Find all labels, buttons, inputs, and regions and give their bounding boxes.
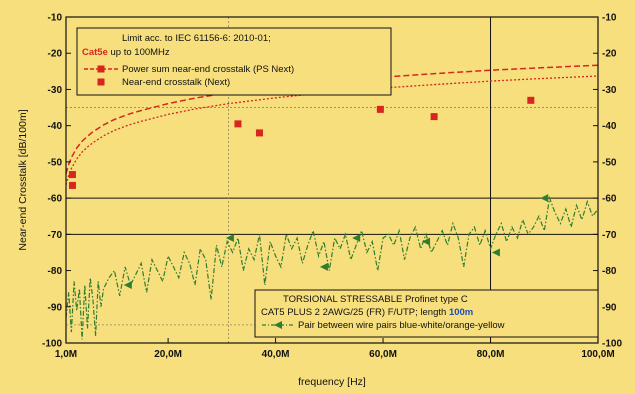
measured-marker-6 (540, 194, 549, 203)
x-tick-label-2: 40,0M (262, 349, 290, 360)
y-tick-label-right-2: -30 (602, 85, 617, 96)
x-tick-label-5: 100,0M (581, 349, 614, 360)
y-tick-label-right-5: -60 (602, 194, 617, 205)
legend-bottom-line2: CAT5 PLUS 2 2AWG/25 (FR) F/UTP; length 1… (261, 307, 473, 318)
y-tick-label-left-4: -50 (48, 157, 63, 168)
measured-marker-3 (352, 233, 361, 242)
legend-top-cat5e: Cat5e (82, 47, 108, 58)
legend-layer: Limit acc. to IEC 61156-6: 2010-01; Cat5e… (76, 27, 599, 338)
x-axis-title: frequency [Hz] (298, 376, 366, 388)
y-tick-label-left-9: -100 (42, 339, 62, 350)
legend-bottom-box (254, 289, 599, 338)
y-tick-label-right-6: -70 (602, 230, 617, 241)
legend-top-line1: Limit acc. to IEC 61156-6: 2010-01; (122, 33, 271, 44)
y-tick-label-left-3: -40 (48, 121, 63, 132)
next-marker-2 (430, 113, 438, 121)
legend-top-line2: Cat5e up to 100MHz (82, 47, 170, 58)
legend-next-label: Near-end crosstalk (Next) (122, 77, 230, 88)
measured-crosstalk-line (65, 195, 599, 340)
measured-marker-1 (225, 233, 234, 242)
y-tick-label-left-1: -20 (48, 49, 63, 60)
measured-marker-0 (123, 281, 132, 290)
x-tick-label-0: 1,0M (55, 349, 77, 360)
measured-marker-5 (491, 248, 500, 257)
y-tick-label-right-1: -20 (602, 49, 617, 60)
psnext-limit-line (65, 64, 599, 175)
y-tick-label-left-8: -90 (48, 302, 63, 313)
psnext-marker-3 (527, 96, 535, 104)
legend-measured-label: Pair between wire pairs blue-white/orang… (298, 320, 505, 331)
y-tick-label-left-7: -80 (48, 266, 63, 277)
tick-layer: -10 -10 -20 -20 -30 -30 -40 -40 -50 -50 -60 -60 -70 -… (42, 13, 622, 361)
y-tick-label-left-2: -30 (48, 85, 63, 96)
y-tick-label-left-0: -10 (48, 13, 63, 24)
y-tick-label-right-0: -10 (602, 13, 617, 24)
legend-psnext-marker (97, 65, 105, 73)
psnext-marker-0 (68, 171, 76, 179)
y-tick-label-right-4: -50 (602, 157, 617, 168)
plot-frame (65, 16, 599, 344)
y-axis-title: Near-end Crosstalk [dB/100m] (17, 109, 29, 250)
legend-top-line2-rest: up to 100MHz (108, 47, 170, 58)
next-limit-line (65, 75, 599, 185)
legend-psnext-label: Power sum near-end crosstalk (PS Next) (122, 64, 294, 75)
y-tick-label-left-6: -70 (48, 230, 63, 241)
legend-bottom-length: 100m (449, 307, 473, 318)
psnext-marker-1 (234, 120, 242, 128)
legend-next-marker (97, 78, 105, 86)
next-marker-1 (255, 129, 263, 137)
y-tick-label-left-5: -60 (48, 194, 63, 205)
legend-measured-marker (274, 321, 282, 329)
legend-bottom-line1: TORSIONAL STRESSABLE Profinet type C (283, 294, 468, 305)
x-tick-label-4: 80,0M (477, 349, 505, 360)
measured-marker-2 (319, 262, 328, 271)
legend-bottom-line2-prefix: CAT5 PLUS 2 2AWG/25 (FR) F/UTP; length (261, 307, 449, 318)
legend-top-box (76, 27, 392, 96)
y-tick-label-right-7: -80 (602, 266, 617, 277)
y-tick-label-right-9: -100 (602, 339, 622, 350)
x-tick-label-1: 20,0M (154, 349, 182, 360)
next-marker-0 (68, 181, 76, 189)
measured-marker-4 (422, 237, 431, 246)
psnext-marker-2 (376, 105, 384, 113)
series-layer (65, 64, 599, 340)
x-tick-label-3: 60,0M (369, 349, 397, 360)
y-tick-label-right-8: -90 (602, 302, 617, 313)
y-tick-label-right-3: -40 (602, 121, 617, 132)
